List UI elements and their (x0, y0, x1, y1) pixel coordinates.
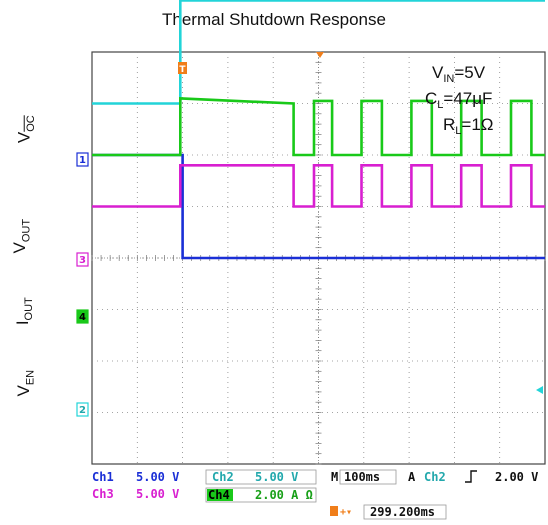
trigger-pos-value: 299.200ms (370, 505, 435, 519)
ch1-label: Ch1 (92, 470, 114, 484)
channel-markers: 1 3 4 2 (76, 152, 89, 417)
ch2-marker: 2 (79, 405, 86, 416)
ch3-marker: 3 (79, 255, 86, 266)
trigger-position-glyph: T (179, 65, 186, 75)
ch2-readout-box (205, 469, 317, 485)
timebase-value: 100ms (344, 470, 380, 484)
trigger-label: A (408, 470, 416, 484)
condition-vin: VIN=5V (432, 63, 486, 85)
ch2-scale: 5.00 V (255, 470, 298, 484)
timebase-box (339, 469, 397, 485)
ch4-label-bg (207, 489, 233, 501)
ch1-scale: 5.00 V (136, 470, 179, 484)
rising-edge-icon (465, 470, 477, 483)
trigger-source: Ch2 (424, 470, 446, 484)
trigger-pos-icon (330, 506, 338, 516)
ch2-marker-box (76, 402, 89, 417)
traces (92, 0, 545, 260)
trigger-level-icon (536, 386, 543, 394)
ch3-marker-box (76, 252, 89, 267)
ch4-marker-box (76, 309, 89, 324)
ch1-marker-box (76, 152, 89, 167)
condition-cl: CL=47μF (425, 89, 492, 111)
ch4-scale: 2.00 A Ω (255, 488, 313, 502)
trigger-pos-box (363, 504, 447, 520)
trigger-position-icon (178, 62, 187, 74)
ch1-marker: 1 (79, 155, 86, 166)
trigger-markers: T (178, 52, 543, 394)
ch4-marker: 4 (79, 312, 86, 323)
trace-ch2 (92, 0, 545, 105)
conditions-annotation: VIN=5V CL=47μF RL=1Ω (425, 63, 494, 137)
ch3-label: Ch3 (92, 487, 114, 501)
ch2-label: Ch2 (212, 470, 234, 484)
readout-panel: Ch1 5.00 V Ch2 5.00 V M 100ms A Ch2 2.00… (92, 469, 538, 520)
chart-title: Thermal Shutdown Response (162, 10, 386, 29)
trigger-level: 2.00 V (495, 470, 538, 484)
trigger-pos-arrow-icon: +▾ (340, 507, 352, 518)
trace-ch4 (92, 97, 545, 157)
condition-rl: RL=1Ω (443, 115, 494, 137)
ch4-label: Ch4 (208, 488, 230, 502)
timebase-label: M (331, 470, 338, 484)
ch4-readout-box (205, 487, 317, 503)
ch3-scale: 5.00 V (136, 487, 179, 501)
trace-ch3 (92, 164, 545, 208)
time-reference-icon (316, 52, 324, 58)
